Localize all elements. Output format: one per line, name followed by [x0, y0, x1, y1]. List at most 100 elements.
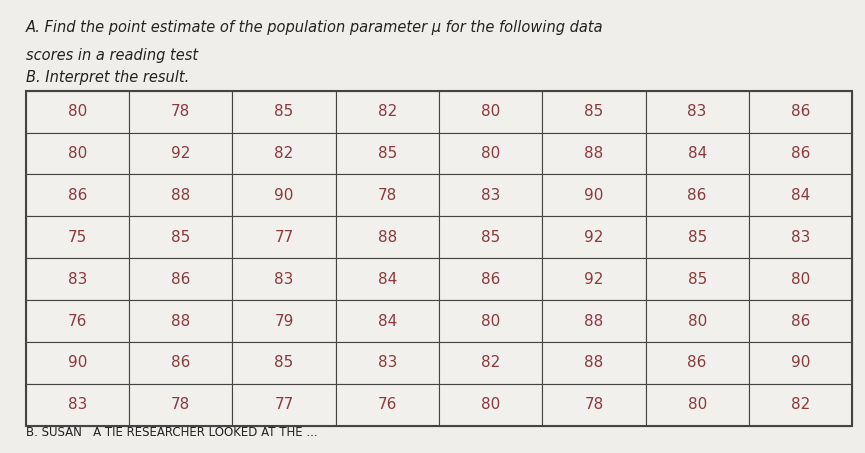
Bar — [645, 132, 749, 174]
Text: 86: 86 — [791, 146, 811, 161]
Bar — [129, 174, 233, 216]
Text: 85: 85 — [481, 230, 500, 245]
Bar — [439, 342, 542, 384]
Text: 83: 83 — [274, 272, 294, 287]
Bar — [26, 132, 129, 174]
Text: 80: 80 — [481, 104, 500, 119]
Text: 80: 80 — [481, 313, 500, 328]
Bar — [645, 216, 749, 258]
Bar — [26, 91, 852, 426]
Bar — [336, 91, 439, 132]
Bar — [749, 91, 852, 132]
Bar — [129, 300, 233, 342]
Text: 85: 85 — [274, 356, 294, 371]
Text: 90: 90 — [67, 356, 87, 371]
Text: 80: 80 — [68, 146, 87, 161]
Text: 85: 85 — [171, 230, 190, 245]
Text: 82: 82 — [481, 356, 500, 371]
Text: 77: 77 — [274, 397, 294, 412]
Bar — [749, 300, 852, 342]
Bar — [542, 132, 645, 174]
Text: 83: 83 — [688, 104, 707, 119]
Bar — [645, 384, 749, 426]
Text: 88: 88 — [584, 356, 604, 371]
Bar — [542, 91, 645, 132]
Text: 86: 86 — [171, 272, 190, 287]
Bar — [233, 132, 336, 174]
Bar — [645, 342, 749, 384]
Bar — [233, 216, 336, 258]
Bar — [26, 300, 129, 342]
Bar — [336, 132, 439, 174]
Bar — [749, 342, 852, 384]
Bar — [542, 174, 645, 216]
Text: 83: 83 — [67, 397, 87, 412]
Bar — [749, 258, 852, 300]
Text: 78: 78 — [378, 188, 397, 203]
Text: 75: 75 — [68, 230, 87, 245]
Bar — [749, 174, 852, 216]
Bar — [233, 300, 336, 342]
Bar — [26, 342, 129, 384]
Bar — [129, 132, 233, 174]
Text: 85: 85 — [274, 104, 294, 119]
Bar — [542, 216, 645, 258]
Bar — [749, 384, 852, 426]
Text: 84: 84 — [378, 313, 397, 328]
Bar — [542, 342, 645, 384]
Text: 83: 83 — [481, 188, 500, 203]
Text: 86: 86 — [791, 104, 811, 119]
Bar — [439, 174, 542, 216]
Bar — [749, 132, 852, 174]
Bar — [542, 258, 645, 300]
Bar — [645, 300, 749, 342]
Bar — [233, 91, 336, 132]
Text: 80: 80 — [688, 397, 707, 412]
Text: 88: 88 — [171, 313, 190, 328]
Bar — [129, 91, 233, 132]
Text: 78: 78 — [171, 104, 190, 119]
Text: 90: 90 — [584, 188, 604, 203]
Text: 88: 88 — [171, 188, 190, 203]
Bar — [233, 258, 336, 300]
Text: A. Find the point estimate of the population parameter μ for the following data: A. Find the point estimate of the popula… — [26, 20, 604, 35]
Text: 85: 85 — [688, 230, 707, 245]
Text: 92: 92 — [584, 272, 604, 287]
Bar — [645, 258, 749, 300]
Text: 85: 85 — [584, 104, 604, 119]
Text: 79: 79 — [274, 313, 294, 328]
Bar — [336, 216, 439, 258]
Bar — [336, 300, 439, 342]
Bar — [26, 216, 129, 258]
Text: 88: 88 — [584, 146, 604, 161]
Bar — [26, 384, 129, 426]
Text: 86: 86 — [481, 272, 500, 287]
Text: 84: 84 — [791, 188, 810, 203]
Text: 77: 77 — [274, 230, 294, 245]
Text: 78: 78 — [171, 397, 190, 412]
Text: 86: 86 — [688, 188, 707, 203]
Bar — [26, 258, 129, 300]
Bar — [129, 342, 233, 384]
Text: B. Interpret the result.: B. Interpret the result. — [26, 70, 189, 85]
Bar — [439, 384, 542, 426]
Bar — [129, 216, 233, 258]
Text: 86: 86 — [67, 188, 87, 203]
Bar — [645, 174, 749, 216]
Text: 80: 80 — [688, 313, 707, 328]
Text: 80: 80 — [481, 146, 500, 161]
Text: 76: 76 — [378, 397, 397, 412]
Bar — [645, 91, 749, 132]
Bar — [439, 300, 542, 342]
Text: 90: 90 — [791, 356, 811, 371]
Bar — [233, 174, 336, 216]
Bar — [439, 258, 542, 300]
Text: 92: 92 — [171, 146, 190, 161]
Bar — [439, 132, 542, 174]
Bar — [233, 384, 336, 426]
Bar — [542, 300, 645, 342]
Bar — [336, 174, 439, 216]
Text: 80: 80 — [68, 104, 87, 119]
Text: 82: 82 — [791, 397, 810, 412]
Text: 88: 88 — [584, 313, 604, 328]
